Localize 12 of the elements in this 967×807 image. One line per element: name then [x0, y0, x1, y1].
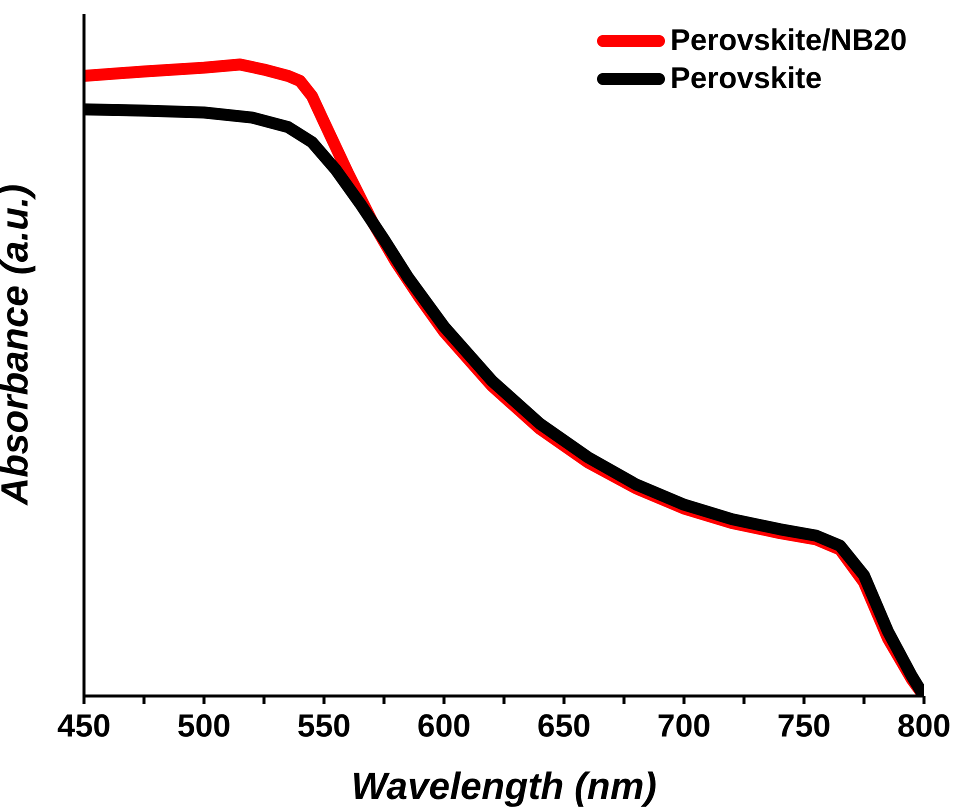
x-tick-label: 550	[297, 708, 351, 744]
x-tick-label: 800	[897, 708, 951, 744]
y-axis-title: Absorbance (a.u.)	[0, 184, 36, 506]
x-tick-label: 750	[777, 708, 831, 744]
legend-label: Perovskite/NB20	[670, 24, 907, 58]
x-tick-label: 600	[417, 708, 471, 744]
x-axis-title: Wavelength (nm)	[351, 766, 657, 807]
x-tick-label: 450	[57, 708, 111, 744]
x-tick-label: 700	[657, 708, 711, 744]
x-tick-label: 650	[537, 708, 591, 744]
x-tick-label: 500	[177, 708, 231, 744]
legend-label: Perovskite	[670, 62, 822, 96]
